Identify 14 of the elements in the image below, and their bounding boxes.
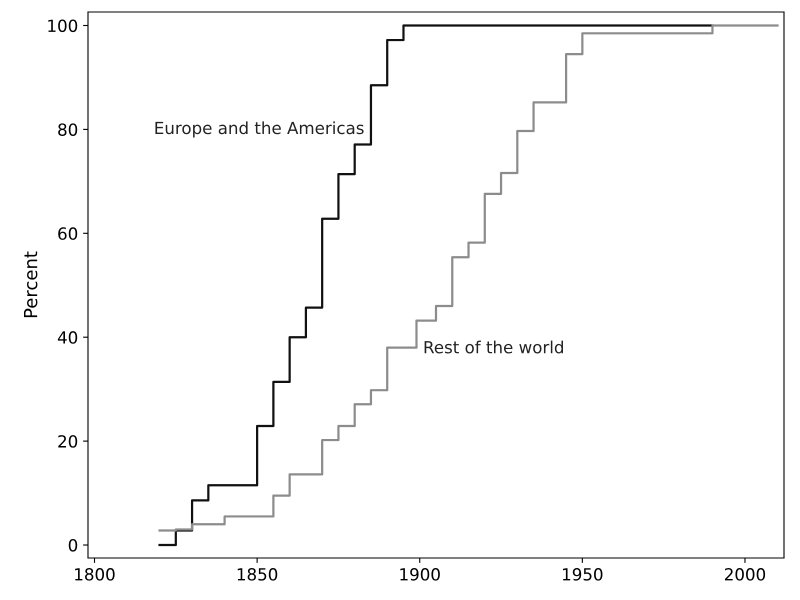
series-label: Rest of the world [424, 340, 563, 354]
x-tick-label: 2000 [724, 568, 766, 581]
x-tick-label: 1800 [75, 568, 115, 581]
y-tick-label: 60 [58, 227, 78, 240]
series-label: Europe and the Americas [155, 121, 364, 138]
y-tick-label: 100 [48, 19, 78, 32]
x-tick-label: 1900 [400, 568, 440, 581]
y-tick-label: 40 [58, 331, 78, 344]
y-tick-label: 80 [58, 123, 78, 136]
y-tick-label: 0 [68, 538, 78, 552]
y-tick-label: 20 [58, 435, 78, 448]
y-axis-title: Percent [24, 251, 38, 318]
x-tick-label: 1850 [238, 568, 278, 581]
x-tick-label: 1950 [562, 568, 602, 581]
